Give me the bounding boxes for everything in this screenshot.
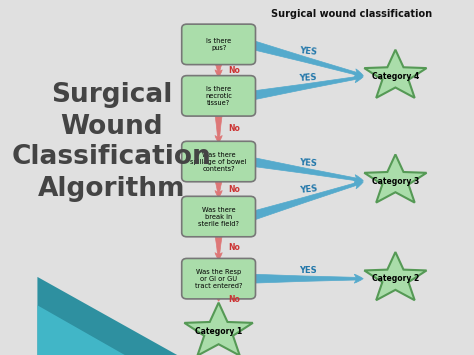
Text: No: No	[228, 124, 240, 133]
Text: YES: YES	[299, 184, 318, 195]
Polygon shape	[184, 302, 253, 355]
Polygon shape	[37, 305, 125, 355]
Polygon shape	[37, 277, 177, 355]
Text: No: No	[228, 185, 240, 193]
Text: YES: YES	[299, 46, 317, 57]
Text: Was there
break in
sterile field?: Was there break in sterile field?	[198, 207, 239, 226]
Text: No: No	[228, 66, 240, 75]
Text: Surgical wound classification: Surgical wound classification	[271, 9, 432, 19]
Text: YES: YES	[299, 158, 317, 168]
Polygon shape	[365, 252, 427, 300]
Text: Category 1: Category 1	[195, 327, 242, 337]
Text: No: No	[228, 295, 240, 304]
Text: Category 2: Category 2	[372, 274, 419, 283]
FancyBboxPatch shape	[182, 141, 255, 182]
FancyBboxPatch shape	[182, 258, 255, 299]
Text: Was there
spillage of bowel
contents?: Was there spillage of bowel contents?	[191, 152, 247, 171]
Text: Is there
pus?: Is there pus?	[206, 38, 231, 51]
Text: YES: YES	[299, 72, 317, 82]
Text: Category 3: Category 3	[372, 176, 419, 186]
Text: Is there
necrotic
tissue?: Is there necrotic tissue?	[205, 86, 232, 106]
Text: YES: YES	[299, 266, 317, 275]
Text: No: No	[228, 243, 240, 252]
Text: Was the Resp
or GI or GU
tract entered?: Was the Resp or GI or GU tract entered?	[195, 269, 242, 289]
FancyBboxPatch shape	[182, 196, 255, 237]
Polygon shape	[365, 50, 427, 98]
Text: Surgical
Wound
Classification
Algorithm: Surgical Wound Classification Algorithm	[12, 82, 211, 202]
FancyBboxPatch shape	[182, 24, 255, 65]
Polygon shape	[365, 154, 427, 203]
Text: Category 4: Category 4	[372, 72, 419, 81]
FancyBboxPatch shape	[182, 76, 255, 116]
